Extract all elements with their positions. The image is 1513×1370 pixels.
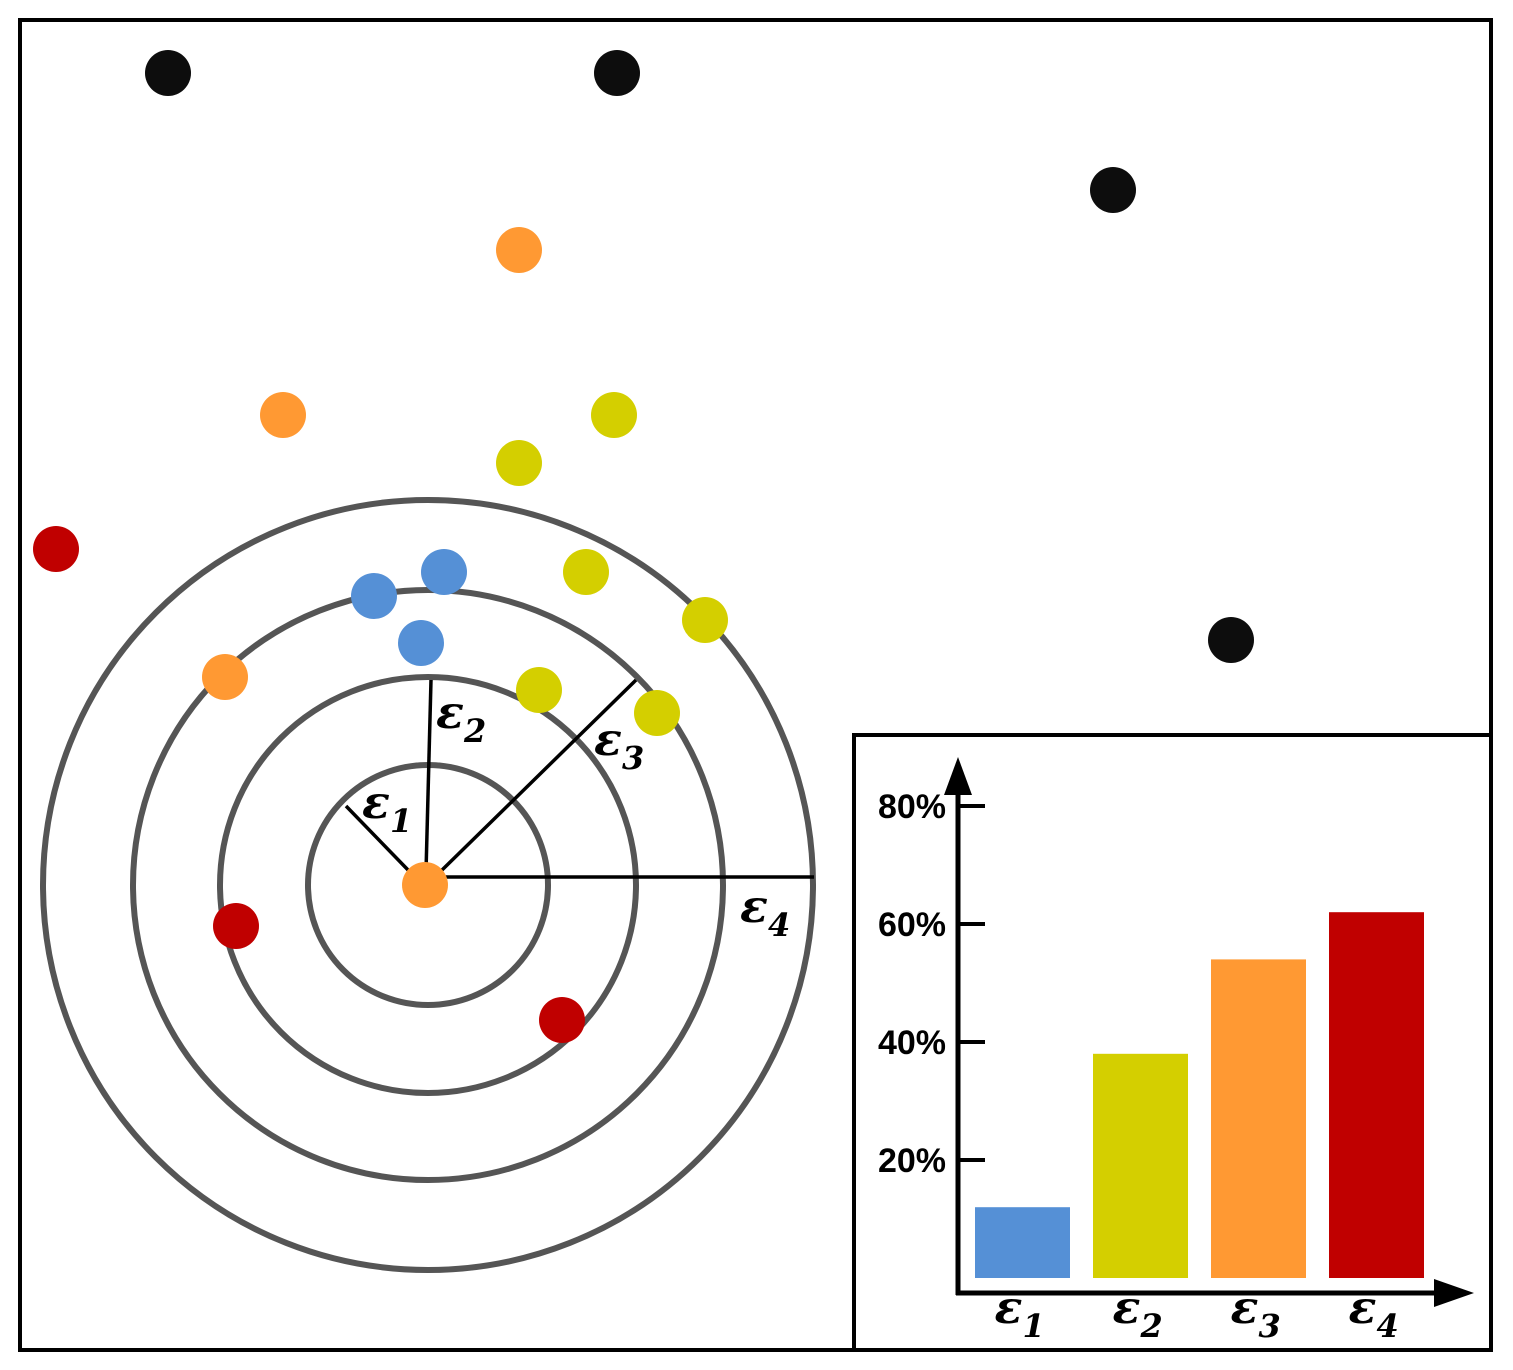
- y-tick-label: 80%: [878, 788, 946, 826]
- y-tick-label: 20%: [878, 1142, 946, 1180]
- point-black: [594, 50, 640, 96]
- radius-line-epsilon-3: [438, 678, 638, 874]
- ring-epsilon-2: [217, 674, 639, 1096]
- point-black: [1090, 167, 1136, 213]
- point-yellow: [591, 392, 637, 438]
- radius-line-epsilon-1: [344, 804, 412, 874]
- point-orange: [496, 227, 542, 273]
- point-blue: [351, 573, 397, 619]
- point-group-yellow: [496, 392, 728, 736]
- ring-epsilon-4: [40, 497, 816, 1273]
- ring-epsilon-3: [130, 587, 726, 1183]
- point-orange: [260, 392, 306, 438]
- radius-label-epsilon-1: ε1: [362, 775, 412, 840]
- point-group-black: [145, 50, 1254, 663]
- epsilon-rings: [40, 497, 816, 1273]
- radius-label-epsilon-3: ε3: [594, 712, 644, 777]
- bar-4: [1329, 912, 1424, 1278]
- x-tick-label: ε4: [1349, 1280, 1399, 1345]
- radius-label-epsilon-4: ε4: [740, 879, 790, 944]
- point-yellow: [496, 440, 542, 486]
- inset-bar-chart: 20% 40% 60% 80% ε1 ε2 ε3 ε4: [852, 733, 1493, 1352]
- x-tick-label: ε3: [1231, 1280, 1281, 1345]
- point-red: [213, 903, 259, 949]
- radius-label-epsilon-2: ε2: [436, 685, 486, 750]
- chart-bars: [975, 912, 1424, 1278]
- x-tick-label: ε1: [995, 1280, 1045, 1345]
- point-yellow: [563, 549, 609, 595]
- chart-y-axis-arrowhead: [944, 757, 972, 795]
- bar-1: [975, 1207, 1070, 1278]
- point-red: [33, 526, 79, 572]
- point-black: [145, 50, 191, 96]
- point-yellow: [634, 690, 680, 736]
- point-group-blue: [351, 549, 467, 666]
- bar-2: [1093, 1053, 1188, 1278]
- point-group-orange: [202, 227, 542, 700]
- point-orange: [202, 654, 248, 700]
- point-group-red: [33, 526, 585, 1043]
- radius-labels: ε1 ε2 ε3 ε4: [362, 685, 790, 944]
- bar-3: [1211, 959, 1306, 1278]
- y-tick-label: 60%: [878, 906, 946, 944]
- query-point: [402, 862, 448, 908]
- chart-x-labels: ε1 ε2 ε3 ε4: [995, 1280, 1399, 1345]
- point-yellow: [682, 597, 728, 643]
- chart-y-ticks: 20% 40% 60% 80%: [878, 788, 985, 1180]
- radius-lines: [344, 678, 814, 879]
- point-blue: [398, 620, 444, 666]
- point-blue: [421, 549, 467, 595]
- y-tick-label: 40%: [878, 1024, 946, 1062]
- point-red: [539, 997, 585, 1043]
- point-yellow: [516, 667, 562, 713]
- x-tick-label: ε2: [1113, 1280, 1163, 1345]
- radius-line-epsilon-2: [424, 679, 433, 873]
- chart-x-axis-arrowhead: [1434, 1279, 1474, 1307]
- point-black: [1208, 617, 1254, 663]
